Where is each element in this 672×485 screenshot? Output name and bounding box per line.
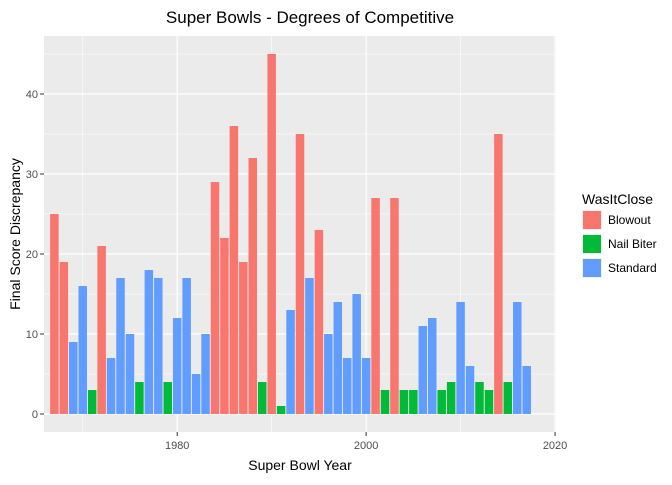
legend-swatch xyxy=(583,211,601,229)
bar-1979 xyxy=(163,382,172,414)
y-axis-ticks: 0 10 20 30 40 xyxy=(26,89,44,421)
legend-label: Nail Biter xyxy=(608,237,657,251)
bar-2014 xyxy=(494,134,503,414)
bar-2003 xyxy=(390,198,399,414)
bar-2009 xyxy=(446,382,456,414)
y-tick-label: 40 xyxy=(26,89,38,101)
legend-label: Standard xyxy=(608,261,657,275)
bar-1992 xyxy=(286,310,295,414)
y-tick-label: 10 xyxy=(26,329,38,341)
x-axis-ticks: 1980 2000 2020 xyxy=(165,432,567,452)
bar-1968 xyxy=(59,262,69,414)
bar-1981 xyxy=(182,278,191,414)
legend: WasItClose Blowout Nail Biter Standard xyxy=(582,191,657,278)
legend-title: WasItClose xyxy=(582,191,653,207)
bars xyxy=(50,54,531,414)
bar-1986 xyxy=(229,126,239,414)
y-tick-label: 20 xyxy=(26,249,38,261)
bar-1967 xyxy=(50,214,59,414)
bar-2015 xyxy=(503,382,513,414)
bar-1996 xyxy=(324,334,333,414)
bar-1989 xyxy=(257,382,267,414)
x-tick-label: 1980 xyxy=(165,440,189,452)
bar-2017 xyxy=(522,366,531,414)
bar-2002 xyxy=(380,390,390,414)
y-tick-label: 0 xyxy=(32,409,38,421)
chart-title: Super Bowls - Degrees of Competitive xyxy=(166,8,454,27)
legend-swatch xyxy=(583,259,601,277)
bar-1973 xyxy=(106,358,116,414)
bar-1982 xyxy=(191,374,201,414)
bar-2007 xyxy=(428,318,437,414)
bar-1983 xyxy=(201,334,210,414)
bar-2004 xyxy=(399,390,409,414)
bar-1977 xyxy=(144,270,154,414)
bar-2011 xyxy=(465,366,475,414)
bar-1971 xyxy=(87,390,97,414)
x-axis-label: Super Bowl Year xyxy=(248,457,352,473)
bar-1969 xyxy=(69,342,78,414)
bar-1987 xyxy=(239,262,248,414)
bar-2000 xyxy=(361,358,371,414)
bar-2010 xyxy=(456,302,465,414)
bar-1978 xyxy=(154,278,163,414)
x-tick-label: 2020 xyxy=(543,440,567,452)
bar-2006 xyxy=(418,326,428,414)
bar-1999 xyxy=(352,294,361,414)
y-tick-label: 30 xyxy=(26,169,38,181)
bar-1998 xyxy=(342,358,352,414)
bar-1995 xyxy=(314,230,324,414)
bar-2001 xyxy=(371,198,380,414)
bar-1994 xyxy=(305,278,314,414)
legend-label: Blowout xyxy=(608,213,651,227)
bar-2008 xyxy=(437,390,446,414)
x-tick-label: 2000 xyxy=(354,440,378,452)
bar-1970 xyxy=(78,286,87,414)
bar-1984 xyxy=(210,182,220,414)
bar-1988 xyxy=(248,158,258,414)
bar-2013 xyxy=(484,390,494,414)
bar-1976 xyxy=(135,382,144,414)
bar-2005 xyxy=(409,390,418,414)
bar-2016 xyxy=(513,302,522,414)
legend-items: Blowout Nail Biter Standard xyxy=(582,210,657,278)
bar-1990 xyxy=(267,54,276,414)
bar-1993 xyxy=(295,134,305,414)
bar-1985 xyxy=(220,238,229,414)
y-axis-label: Final Score Discrepancy xyxy=(7,158,23,310)
bar-1972 xyxy=(97,246,106,414)
bar-1975 xyxy=(125,334,135,414)
legend-swatch xyxy=(583,235,601,253)
bar-1991 xyxy=(276,406,286,414)
bar-1974 xyxy=(116,278,125,414)
bar-1997 xyxy=(333,302,343,414)
bar-1980 xyxy=(172,318,182,414)
bar-2012 xyxy=(475,382,484,414)
